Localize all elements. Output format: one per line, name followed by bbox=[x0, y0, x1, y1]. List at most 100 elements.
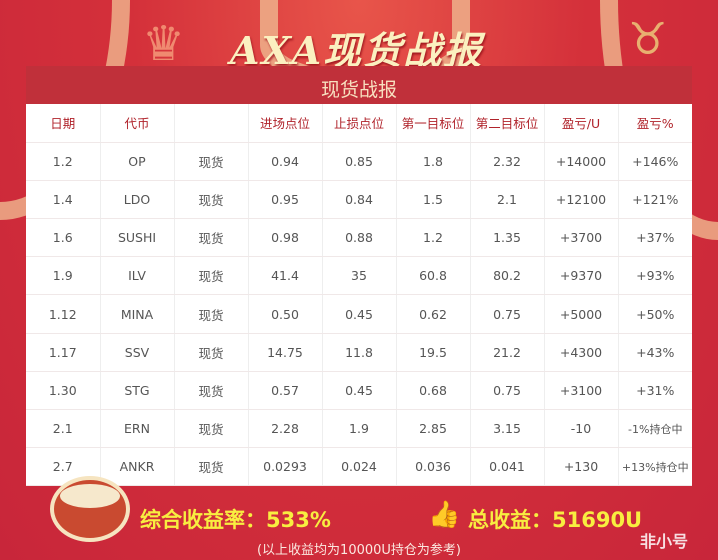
table-cell: -10 bbox=[544, 409, 619, 449]
thumbs-up-icon: 👍 bbox=[428, 500, 461, 530]
watermark: 非小号 bbox=[640, 532, 689, 551]
table-cell: 0.75 bbox=[470, 371, 545, 411]
table-cell: 0.57 bbox=[248, 371, 323, 411]
table-cell: 现货 bbox=[174, 256, 249, 296]
table-cell: 0.98 bbox=[248, 218, 323, 258]
table-cell: 1.9 bbox=[322, 409, 397, 449]
table-cell: 41.4 bbox=[248, 256, 323, 296]
column-header: 盈亏/U bbox=[544, 104, 619, 143]
table-row: 1.4 LDO 现货 0.95 0.84 1.5 2.1 +12100 +121% bbox=[26, 180, 692, 220]
table-cell: +3100 bbox=[544, 371, 619, 411]
table-body: 1.2 OP 现货 0.94 0.85 1.8 2.32 +14000 +146% 1.4 LDO 现… bbox=[26, 142, 692, 487]
table-cell: 1.2 bbox=[26, 142, 101, 181]
table-cell: +43% bbox=[618, 333, 692, 372]
table-row: 1.2 OP 现货 0.94 0.85 1.8 2.32 +14000 +146% bbox=[26, 142, 692, 181]
table-cell: 1.9 bbox=[26, 256, 101, 296]
table-cell: SSV bbox=[100, 333, 175, 372]
table-cell: OP bbox=[100, 142, 175, 181]
table-cell: 0.024 bbox=[322, 447, 397, 487]
table-cell: 1.5 bbox=[396, 180, 471, 220]
table-cell: +13%持仓中 bbox=[618, 447, 692, 487]
table-cell: +4300 bbox=[544, 333, 619, 372]
report-table: 日期 代币 进场点位 止损点位 第一目标位 第二目标位 盈亏/U 盈亏% 1.2 OP 现货 0.9… bbox=[26, 104, 692, 487]
table-cell: 现货 bbox=[174, 447, 249, 487]
table-cell: 2.1 bbox=[470, 180, 545, 220]
table-cell: 1.35 bbox=[470, 218, 545, 258]
table-header: 日期 代币 进场点位 止损点位 第一目标位 第二目标位 盈亏/U 盈亏% bbox=[26, 104, 692, 143]
table-cell: 0.0293 bbox=[248, 447, 323, 487]
footnote: (以上收益均为10000U持仓为参考) bbox=[256, 543, 461, 558]
table-cell: 1.8 bbox=[396, 142, 471, 181]
table-cell: +14000 bbox=[544, 142, 619, 181]
table-cell: 2.28 bbox=[248, 409, 323, 449]
table-cell: +3700 bbox=[544, 218, 619, 258]
total-profit: 总收益：51690U bbox=[468, 508, 643, 532]
table-cell: 1.17 bbox=[26, 333, 101, 372]
table-cell: +37% bbox=[618, 218, 692, 258]
table-cell: 现货 bbox=[174, 142, 249, 181]
table-cell: 0.036 bbox=[396, 447, 471, 487]
table-cell: +130 bbox=[544, 447, 619, 487]
table-cell: +9370 bbox=[544, 256, 619, 296]
table-cell: STG bbox=[100, 371, 175, 411]
table-cell: 0.94 bbox=[248, 142, 323, 181]
table-row: 1.9 ILV 现货 41.4 35 60.8 80.2 +9370 +93% bbox=[26, 256, 692, 296]
table-cell: 现货 bbox=[174, 371, 249, 411]
report-panel: 现货战报 日期 代币 进场点位 止损点位 第一目标位 第二目标位 盈亏/U 盈亏% 1.2 OP… bbox=[26, 66, 692, 487]
table-row: 1.12 MINA 现货 0.50 0.45 0.62 0.75 +5000 +50% bbox=[26, 294, 692, 334]
table-cell: 1.6 bbox=[26, 218, 101, 258]
table-cell: SUSHI bbox=[100, 218, 175, 258]
table-cell: 1.2 bbox=[396, 218, 471, 258]
table-cell: 0.62 bbox=[396, 294, 471, 334]
panel-title: 现货战报 bbox=[26, 66, 692, 104]
crown-icon: ♛ bbox=[142, 16, 186, 72]
column-header: 进场点位 bbox=[248, 104, 323, 143]
table-cell: MINA bbox=[100, 294, 175, 334]
table-cell: 80.2 bbox=[470, 256, 545, 296]
table-cell: 3.15 bbox=[470, 409, 545, 449]
table-cell: 2.1 bbox=[26, 409, 101, 449]
table-cell: 2.85 bbox=[396, 409, 471, 449]
page-title: AXA现货战报 bbox=[230, 28, 484, 73]
table-cell: 0.88 bbox=[322, 218, 397, 258]
table-row: 1.6 SUSHI 现货 0.98 0.88 1.2 1.35 +3700 +37% bbox=[26, 218, 692, 258]
table-cell: +50% bbox=[618, 294, 692, 334]
column-header: 日期 bbox=[26, 104, 101, 143]
table-cell: 现货 bbox=[174, 218, 249, 258]
table-cell: +12100 bbox=[544, 180, 619, 220]
table-cell: LDO bbox=[100, 180, 175, 220]
table-row: 2.1 ERN 现货 2.28 1.9 2.85 3.15 -10 -1%持仓中 bbox=[26, 409, 692, 449]
column-header: 盈亏% bbox=[618, 104, 692, 143]
table-cell: 0.85 bbox=[322, 142, 397, 181]
table-cell: 1.12 bbox=[26, 294, 101, 334]
table-cell: 现货 bbox=[174, 333, 249, 372]
table-cell: 1.4 bbox=[26, 180, 101, 220]
table-cell: ANKR bbox=[100, 447, 175, 487]
table-cell: 11.8 bbox=[322, 333, 397, 372]
table-cell: 14.75 bbox=[248, 333, 323, 372]
table-row: 1.30 STG 现货 0.57 0.45 0.68 0.75 +3100 +31% bbox=[26, 371, 692, 411]
table-cell: ERN bbox=[100, 409, 175, 449]
table-cell: 现货 bbox=[174, 294, 249, 334]
table-cell: 60.8 bbox=[396, 256, 471, 296]
overall-return: 综合收益率：533% bbox=[140, 508, 331, 532]
table-cell: +5000 bbox=[544, 294, 619, 334]
table-cell: 现货 bbox=[174, 409, 249, 449]
table-cell: ILV bbox=[100, 256, 175, 296]
table-row: 1.17 SSV 现货 14.75 11.8 19.5 21.2 +4300 +43% bbox=[26, 333, 692, 372]
table-cell: 0.45 bbox=[322, 371, 397, 411]
column-header: 第一目标位 bbox=[396, 104, 471, 143]
table-cell: 2.32 bbox=[470, 142, 545, 181]
table-cell: 19.5 bbox=[396, 333, 471, 372]
bull-icon: ♉ bbox=[628, 14, 668, 65]
table-cell: 1.30 bbox=[26, 371, 101, 411]
column-header: 止损点位 bbox=[322, 104, 397, 143]
table-cell: 21.2 bbox=[470, 333, 545, 372]
table-cell: +146% bbox=[618, 142, 692, 181]
table-cell: 0.95 bbox=[248, 180, 323, 220]
table-cell: -1%持仓中 bbox=[618, 409, 692, 449]
table-cell: 0.75 bbox=[470, 294, 545, 334]
table-cell: 现货 bbox=[174, 180, 249, 220]
column-header: 第二目标位 bbox=[470, 104, 545, 143]
table-row: 2.7 ANKR 现货 0.0293 0.024 0.036 0.041 +130 +13%持仓… bbox=[26, 447, 692, 487]
